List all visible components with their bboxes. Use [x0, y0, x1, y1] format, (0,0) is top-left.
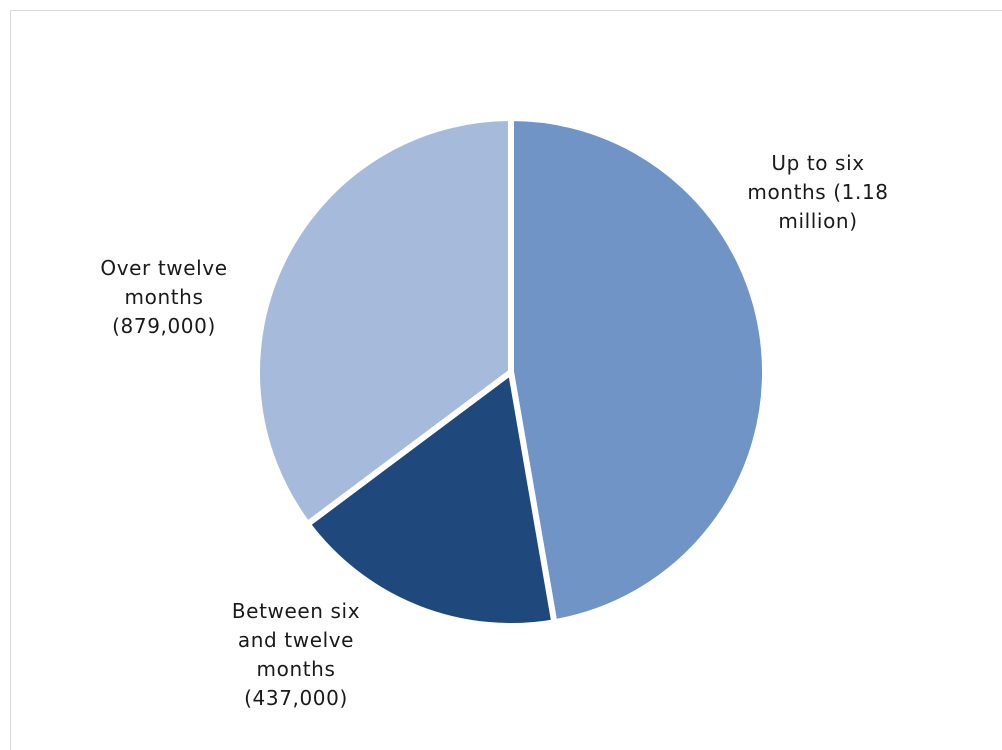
label-over-twelve-months: Over twelve months (879,000) [100, 256, 227, 338]
slice-label-line: months [125, 285, 204, 309]
slice-label-line: Between six [232, 599, 360, 623]
slice-label-line: Up to six [771, 151, 864, 175]
label-up-to-six-months: Up to six months (1.18 million) [747, 151, 888, 233]
slice-label-line: (879,000) [112, 314, 216, 338]
slice-label-line: million) [778, 209, 857, 233]
slice-label-line: and twelve [238, 628, 354, 652]
slice-over-twelve-months [254, 114, 514, 529]
pie-labels: Up to six months (1.18 million) Between six… [100, 151, 888, 710]
pie-chart: Up to six months (1.18 million) Between six… [100, 114, 889, 710]
pie-slices [254, 114, 769, 629]
slice-up-to-six-months [508, 114, 769, 626]
slice-between-six-and-twelve-months [303, 366, 558, 629]
slice-label-line: months [257, 657, 336, 681]
slice-label-line: (437,000) [244, 686, 348, 710]
slice-label-line: Over twelve [100, 256, 227, 280]
label-between-six-and-twelve-months: Between six and twelve months (437,000) [232, 599, 360, 710]
slice-label-line: months (1.18 [747, 180, 888, 204]
